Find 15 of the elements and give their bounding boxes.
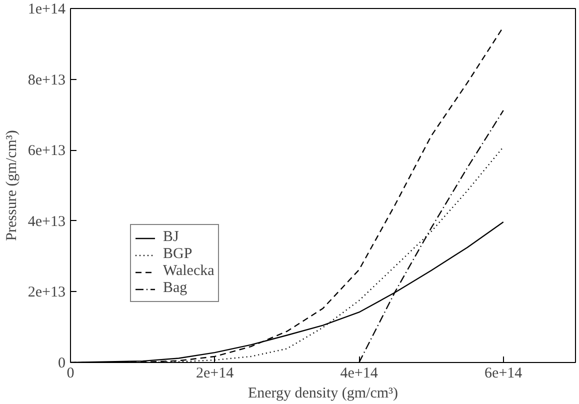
y-tick-label: 8e+13 [28, 72, 66, 88]
y-tick-label: 0 [58, 356, 66, 372]
legend-label: Walecka [163, 263, 214, 280]
y-axis-title: Pressure (gm/cm³) [4, 130, 20, 241]
legend-label: Bag [163, 280, 188, 297]
x-tick-label: 2e+14 [196, 366, 234, 382]
y-tick-label: 4e+13 [28, 214, 66, 230]
x-axis-title: Energy density (gm/cm³) [248, 386, 398, 402]
y-tick-label: 2e+13 [28, 284, 66, 301]
y-tick-label: 6e+13 [28, 143, 66, 160]
legend-label: BJ [163, 229, 180, 246]
legend-label: BGP [163, 246, 192, 263]
x-tick-label: 4e+14 [340, 366, 378, 382]
y-tick-label: 1e+14 [28, 2, 66, 18]
x-tick-label: 6e+14 [484, 366, 523, 382]
